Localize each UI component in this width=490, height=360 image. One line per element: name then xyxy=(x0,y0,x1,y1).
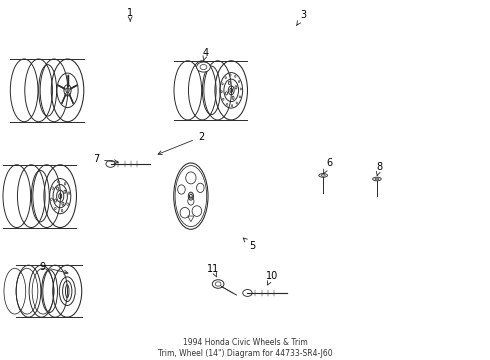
Text: 10: 10 xyxy=(266,271,278,285)
Text: 6: 6 xyxy=(323,158,332,174)
Text: 11: 11 xyxy=(207,264,220,277)
Ellipse shape xyxy=(319,174,327,177)
Text: 3: 3 xyxy=(296,10,307,25)
Text: 7: 7 xyxy=(93,154,118,164)
Ellipse shape xyxy=(212,280,224,288)
Text: 5: 5 xyxy=(243,238,255,251)
Ellipse shape xyxy=(372,177,381,181)
Text: 1994 Honda Civic Wheels & Trim
Trim, Wheel (14") Diagram for 44733-SR4-J60: 1994 Honda Civic Wheels & Trim Trim, Whe… xyxy=(158,338,332,357)
Ellipse shape xyxy=(196,62,210,72)
Text: 9: 9 xyxy=(39,262,68,274)
Text: 2: 2 xyxy=(158,132,204,154)
Ellipse shape xyxy=(106,161,115,167)
Text: 1: 1 xyxy=(127,8,133,21)
Text: 8: 8 xyxy=(376,162,382,176)
Ellipse shape xyxy=(243,289,252,296)
Text: 4: 4 xyxy=(203,48,209,60)
